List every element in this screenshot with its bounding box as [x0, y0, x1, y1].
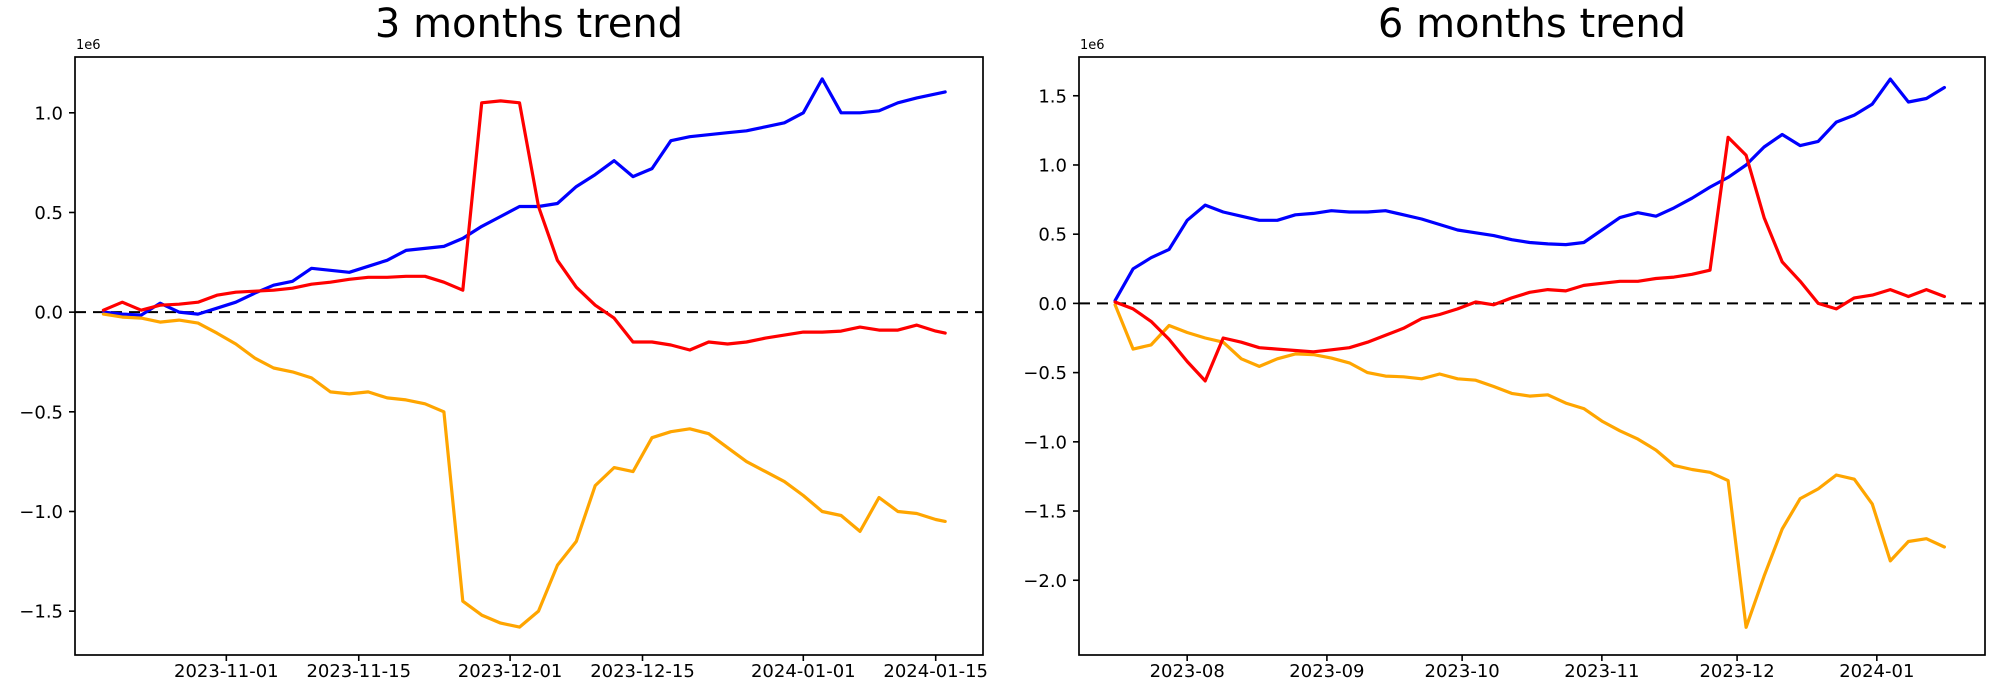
blue-series-line [101, 77, 947, 317]
chart-plot-3-months: 1e6 1.0 0.5 0.0 −0.5 −1.0 −1.5 2023-11-01 2023-1… [19, 38, 988, 682]
x-tick-label: 2024-01-01 [751, 661, 856, 682]
x-tick-label: 2023-11-01 [174, 661, 279, 682]
red-series-line [101, 99, 947, 352]
y-tick-label: 1.0 [1038, 155, 1067, 176]
y-tick-label: 0.0 [1038, 294, 1067, 315]
y-axis-offset-label: 1e6 [76, 38, 101, 53]
orange-series-line [1113, 303, 1947, 629]
y-tick-label: −2.0 [1023, 571, 1067, 592]
x-tick-label: 2023-10 [1425, 661, 1500, 682]
x-tick-label: 2023-11 [1564, 661, 1639, 682]
x-tick-label: 2023-12 [1699, 661, 1774, 682]
x-tick-label: 2023-12-15 [590, 661, 695, 682]
y-tick-label: 0.0 [34, 303, 63, 324]
y-tick-label: 0.5 [34, 203, 63, 224]
y-axis-offset-label: 1e6 [1080, 38, 1105, 53]
y-tick-label: −1.0 [1023, 432, 1067, 453]
x-tick-label: 2024-01 [1839, 661, 1914, 682]
y-tick-label: 0.5 [1038, 225, 1067, 246]
axes-spines [1078, 56, 1986, 656]
x-tick-label: 2024-01-15 [883, 661, 988, 682]
y-tick-label: −0.5 [1023, 363, 1067, 384]
blue-series-line [1113, 77, 1947, 303]
x-tick-label: 2023-12-01 [458, 661, 563, 682]
orange-series-line [101, 312, 947, 629]
x-tick-label: 2023-08 [1150, 661, 1225, 682]
y-tick-label: 1.5 [1038, 86, 1067, 107]
y-tick-label: −1.0 [19, 502, 63, 523]
x-tick-label: 2023-09 [1289, 661, 1364, 682]
red-series-line [1113, 135, 1947, 383]
chart-title-3-months: 3 months trend [374, 1, 684, 47]
axes-spines [74, 56, 984, 656]
chart-6-months-trend: 6 months trend 1e6 1.5 1.0 0.5 0.0 −0.5 −1.0 −1… [1000, 0, 2000, 700]
y-tick-label: −1.5 [19, 602, 63, 623]
chart-3-months-trend: 3 months trend 1e6 1.0 0.5 0.0 −0.5 −1.0 −1.5 2… [19, 1, 988, 682]
y-tick-label: −1.5 [1023, 502, 1067, 523]
y-tick-label: −0.5 [19, 402, 63, 423]
y-tick-label: 1.0 [34, 103, 63, 124]
chart-plot-6-months: 1e6 1.5 1.0 0.5 0.0 −0.5 −1.0 −1.5 −2.0 2023-08 20… [1023, 38, 1986, 682]
x-tick-label: 2023-11-15 [306, 661, 411, 682]
chart-title-6-months: 6 months trend [1377, 1, 1687, 47]
